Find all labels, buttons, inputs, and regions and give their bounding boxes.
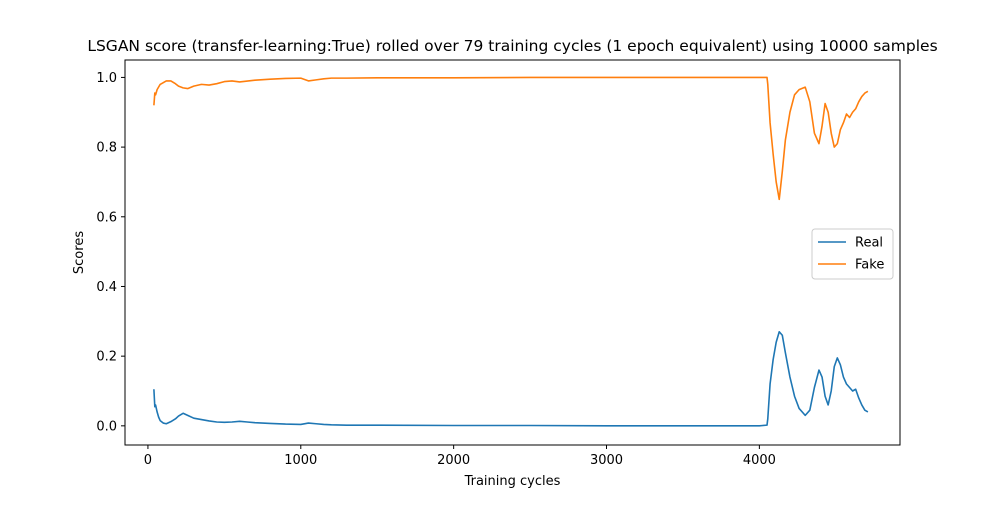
x-tick-label: 1000 xyxy=(284,453,317,468)
y-tick-label: 1.0 xyxy=(96,71,117,86)
x-tick-label: 0 xyxy=(144,453,152,468)
legend-label-fake: Fake xyxy=(855,258,884,273)
y-axis-label: Scores xyxy=(72,231,87,274)
series-line-real xyxy=(153,330,869,427)
chart-title: LSGAN score (transfer-learning:True) rol… xyxy=(87,37,937,55)
x-tick-label: 2000 xyxy=(437,453,470,468)
y-tick-label: 0.6 xyxy=(96,210,117,225)
x-axis-label: Training cycles xyxy=(464,474,561,489)
y-tick-label: 0.2 xyxy=(96,350,117,365)
x-axis: 0 1000 2000 3000 4000 xyxy=(144,445,776,468)
x-tick-label: 4000 xyxy=(743,453,776,468)
series-layer xyxy=(153,76,869,427)
plot-frame xyxy=(124,59,901,446)
series-line-fake xyxy=(153,76,869,201)
y-tick-label: 0.0 xyxy=(96,419,117,434)
legend: Real Fake xyxy=(811,228,894,280)
legend-label-real: Real xyxy=(855,236,883,251)
y-axis: 0.0 0.2 0.4 0.6 0.8 1.0 xyxy=(96,71,125,434)
x-tick-label: 3000 xyxy=(590,453,623,468)
y-tick-label: 0.8 xyxy=(96,141,117,156)
y-tick-label: 0.4 xyxy=(96,280,117,295)
